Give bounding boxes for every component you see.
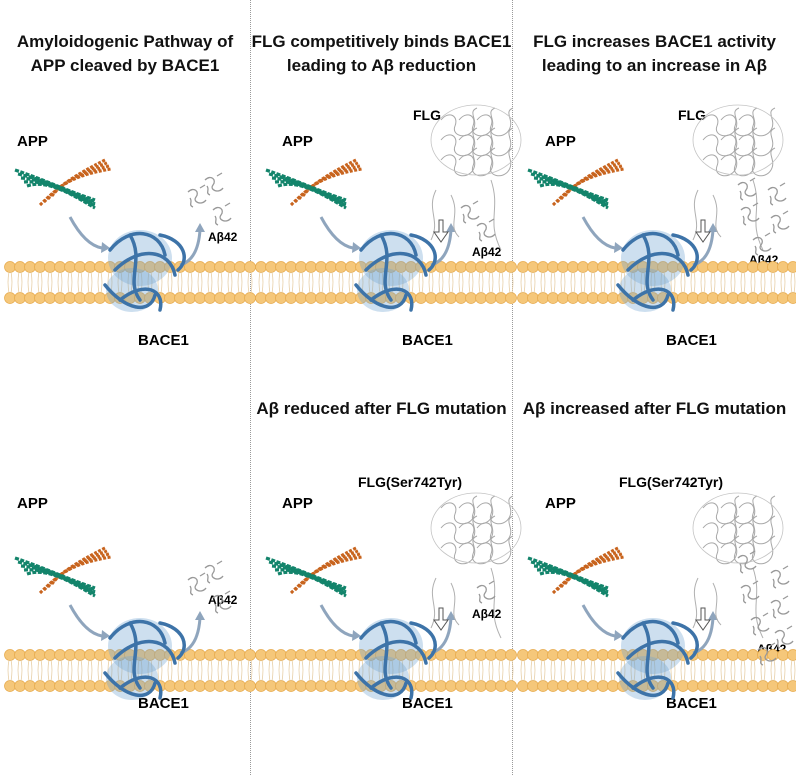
abeta42-peptide-icon [750,612,770,636]
panel-4-app-label: APP [17,495,48,512]
abeta42-peptide-icon [740,202,760,226]
abeta42-peptide-icon [774,625,794,649]
app-to-bace1-arrow [319,216,354,250]
abeta42-peptide-icon [770,595,790,619]
abeta42-peptide-icon [212,590,232,614]
app-to-bace1-arrow [68,604,103,638]
panel-2-title: FLG competitively binds BACE1 leading to… [251,30,512,78]
panel-4-bace1-label: BACE1 [138,695,189,712]
abeta42-peptide-icon [737,177,757,201]
column-divider-right [512,0,513,775]
abeta42-peptide-icon [770,210,790,234]
column-divider-left [250,0,251,775]
panel-5-app-label: APP [282,495,313,512]
app-protein-structure [14,158,112,210]
lipid-bilayer-membrane [4,261,256,304]
app-protein-structure [14,546,112,598]
app-protein-structure [527,546,625,598]
flg-protein-structure [430,104,522,251]
abeta42-peptide-icon [204,172,224,196]
lipid-bilayer-membrane [4,649,256,692]
reaction-arrows [581,216,718,267]
abeta42-peptide-icon [212,202,232,226]
panel-6-app-label: APP [545,495,576,512]
panel-3-flg-label: FLG [678,107,706,123]
abeta42-peptide-icon [737,550,757,574]
panel-2-app-label: APP [282,133,313,150]
abeta42-peptide-icon [767,182,787,206]
flg-binding-arrow-icon [695,607,711,631]
flg-protein-structure [692,492,784,639]
panel-2-title-line-1: FLG competitively binds BACE1 [251,32,512,51]
panel-1-title-line-1: Amyloidogenic Pathway of [16,32,234,51]
lipid-bilayer-membrane [255,261,517,304]
panel-3-bace1-label: BACE1 [666,332,717,349]
panel-2-abeta-label: Aβ42 [472,245,502,259]
flg-protein-structure [430,492,522,639]
panel-6-diagram [517,492,796,700]
abeta42-peptide-icon [204,560,224,584]
flg-binding-arrow-icon [433,219,449,243]
panel-4-diagram [4,546,256,700]
panel-5-flg-label: FLG(Ser742Tyr) [358,474,462,490]
app-protein-structure [265,158,363,210]
bace1-protein-structure [616,618,699,700]
abeta42-peptide-icon [740,580,760,604]
bace1-protein-structure [103,618,186,700]
abeta42-peptide-icon [752,232,772,256]
bace1-protein-structure [354,618,437,700]
panel-1-abeta-label: Aβ42 [208,230,238,244]
panel-1-diagram [4,158,256,312]
abeta42-peptide-icon [476,580,496,604]
panel-3-title-line-2: leading to an increase in Aβ [541,56,768,75]
panel-1-title-line-2: APP cleaved by BACE1 [30,56,220,75]
abeta42-peptide-icon [476,218,496,242]
panel-6-bace1-label: BACE1 [666,695,717,712]
app-protein-structure [527,158,625,210]
app-to-bace1-arrow [581,216,616,250]
abeta42-peptide-icon [757,642,777,666]
panel-6-title: Aβ increased after FLG mutation [513,397,796,421]
panel-5-bace1-label: BACE1 [402,695,453,712]
panel-3-app-label: APP [545,133,576,150]
bace1-protein-structure [103,230,186,312]
flg-protein-structure [692,104,784,251]
panel-1-app-label: APP [17,133,48,150]
lipid-bilayer-membrane [517,649,796,692]
panel-2-title-line-2: leading to Aβ reduction [286,56,477,75]
app-to-bace1-arrow [581,604,616,638]
panel-3-diagram [517,104,796,312]
bace1-protein-structure [616,230,699,312]
panel-3-title: FLG increases BACE1 activity leading to … [513,30,796,78]
bace1-protein-structure [354,230,437,312]
flg-binding-arrow-icon [433,607,449,631]
panel-5-title-line-1: Aβ reduced after FLG mutation [256,399,507,418]
panel-1-bace1-label: BACE1 [138,332,189,349]
app-to-bace1-arrow [319,604,354,638]
abeta42-peptide-icon [460,200,480,224]
flg-binding-arrow-icon [695,219,711,243]
app-protein-structure [265,546,363,598]
abeta42-peptide-icon [770,565,790,589]
abeta42-peptide-icon [187,184,207,208]
panel-5-title: Aβ reduced after FLG mutation [251,397,512,421]
panel-6-title-line-1: Aβ increased after FLG mutation [522,399,787,418]
app-to-bace1-arrow [68,216,103,250]
panel-2-diagram [255,104,522,312]
panel-3-title-line-1: FLG increases BACE1 activity [533,32,776,51]
abeta42-peptide-icon [187,572,207,596]
panel-2-bace1-label: BACE1 [402,332,453,349]
lipid-bilayer-membrane [517,261,796,304]
panel-5-diagram [255,492,522,700]
panel-1-title: Amyloidogenic Pathway of APP cleaved by … [0,30,250,78]
panel-6-flg-label: FLG(Ser742Tyr) [619,474,723,490]
panel-2-flg-label: FLG [413,107,441,123]
